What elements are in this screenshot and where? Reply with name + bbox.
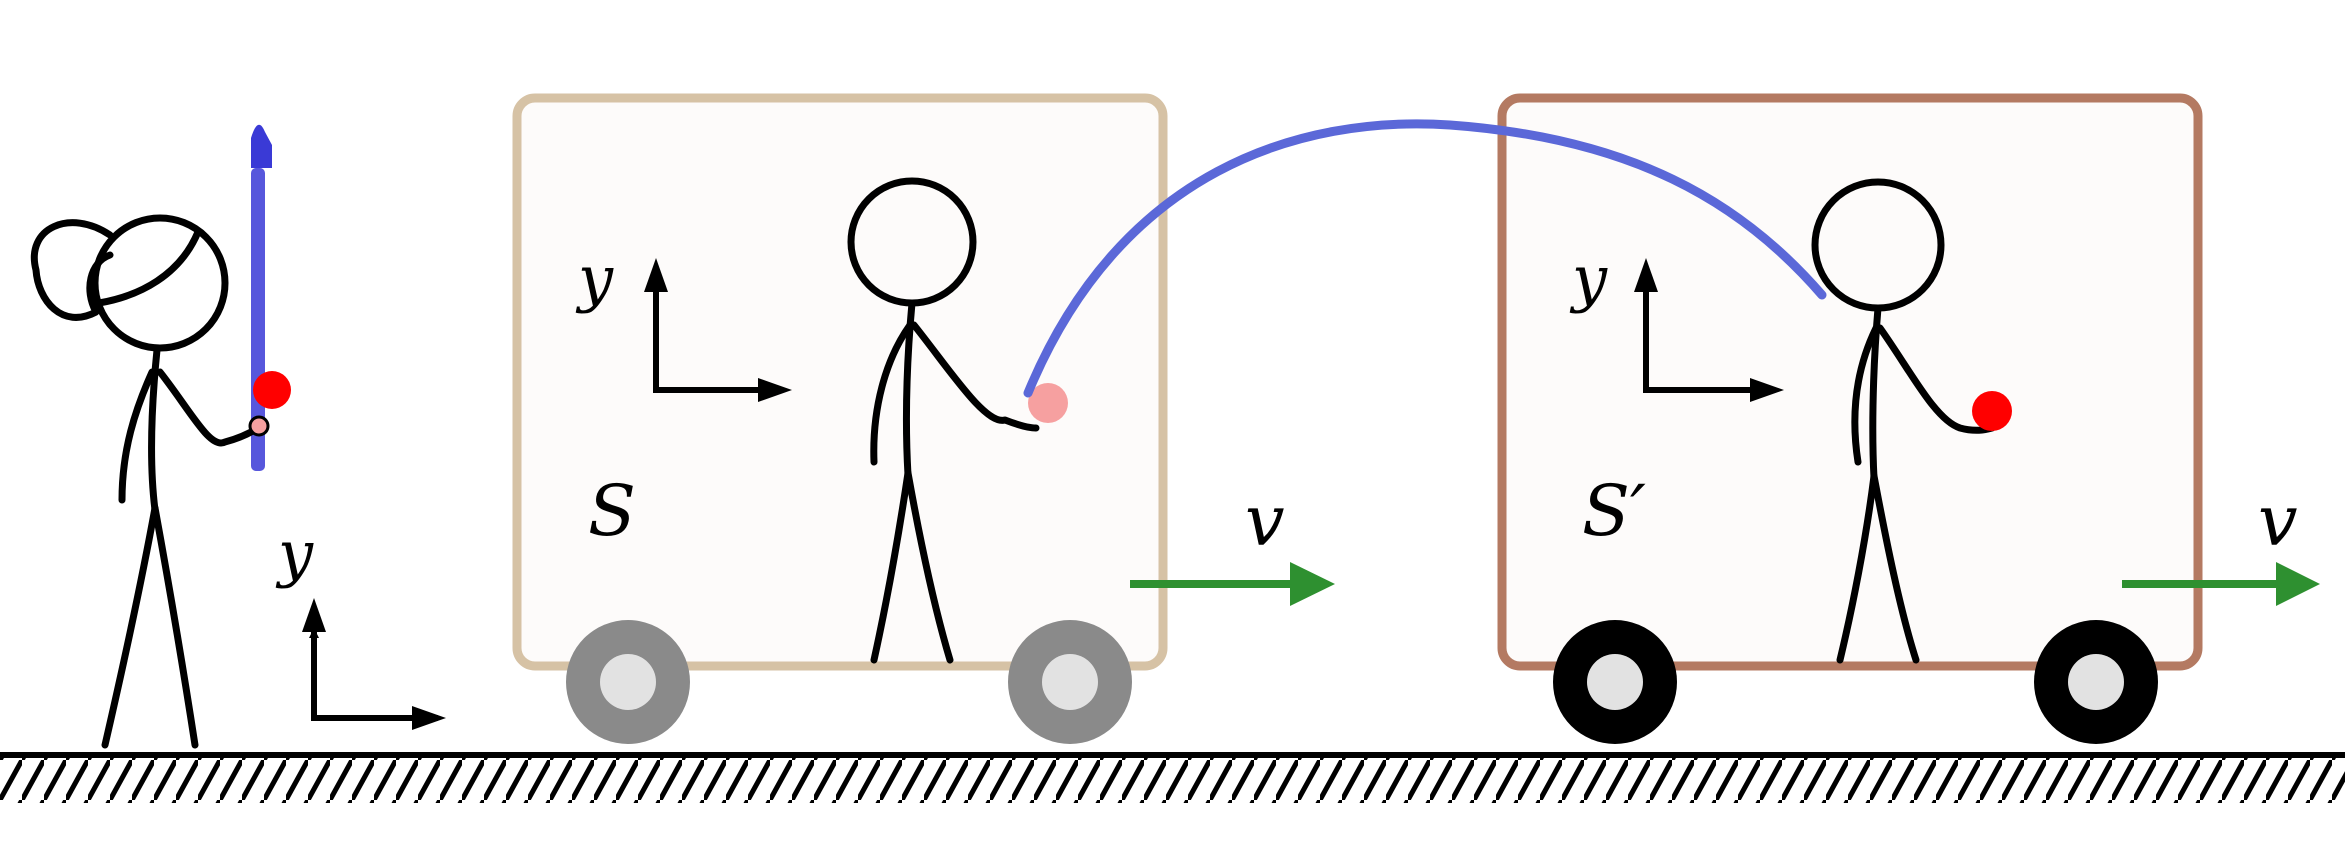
- cart-s-prime-y-arrowhead: [1634, 258, 1658, 292]
- ground-axes: y: [275, 517, 446, 730]
- cart-s-prime: y S′: [1497, 93, 2203, 744]
- cart-s-prime-y-label: y: [1569, 242, 1608, 315]
- cart-s-person-leg-left: [870, 469, 912, 664]
- vertical-path-top: [251, 124, 272, 168]
- cart-s-wheel-left-hub: [600, 654, 656, 710]
- cart-s-prime-person-arm-right: [1876, 324, 1996, 434]
- observer-leg-left: [101, 504, 159, 749]
- cart-s-body: [512, 93, 1168, 671]
- observer-arm-right: [156, 368, 262, 447]
- cart-s-prime-x-arrowhead: [1750, 378, 1784, 402]
- ground-x-arrowhead: [412, 706, 446, 730]
- ground-y-arrowhead: [302, 598, 326, 632]
- velocity-arrow-s-head: [1290, 562, 1335, 606]
- observer-head: [91, 214, 229, 352]
- cart-s-prime-person-arm-left: [1851, 324, 1880, 466]
- frame-s-prime-label: S′: [1582, 470, 1646, 552]
- ground-hatching: [0, 757, 2345, 803]
- frame-s-label: S: [588, 470, 636, 552]
- cart-s-wheel-right-hub: [1042, 654, 1098, 710]
- ground-observer: y: [30, 124, 446, 749]
- cart-s: y S: [512, 93, 1168, 744]
- velocity-s-prime-label: v: [2258, 480, 2298, 562]
- cart-s-person-arm-right: [910, 321, 1040, 432]
- ground-y-label: y: [275, 517, 314, 590]
- cart-s-person-arm-left: [870, 321, 914, 466]
- velocity-arrow-s: v: [1130, 480, 1335, 606]
- ball-caught: [1972, 391, 2012, 431]
- observer-hand: [248, 415, 270, 437]
- velocity-arrow-s-prime: v: [2122, 480, 2320, 606]
- observer-arm-left: [118, 368, 156, 504]
- cart-s-x-arrowhead: [758, 378, 792, 402]
- cart-s-prime-person-leg-left: [1836, 472, 1878, 664]
- observer-leg-right: [151, 504, 199, 749]
- cart-s-y-arrowhead: [644, 258, 668, 292]
- velocity-s-label: v: [1245, 480, 1285, 562]
- observer-hair: [95, 228, 202, 307]
- cart-s-prime-wheel-left-hub: [1587, 654, 1643, 710]
- ground: [0, 752, 2345, 803]
- ball-trajectory-arc: [1023, 119, 1827, 398]
- cart-s-y-label: y: [575, 242, 614, 315]
- cart-s-prime-body: [1497, 93, 2203, 671]
- ball-thrown-start: [1028, 383, 1068, 423]
- ponytail-icon: [30, 219, 114, 321]
- cart-s-person-leg-right: [904, 469, 954, 664]
- cart-s-prime-wheel-right-hub: [2068, 654, 2124, 710]
- cart-s-prime-person-leg-right: [1870, 472, 1920, 664]
- ball-ground-view: [253, 371, 291, 409]
- velocity-arrow-s-prime-head: [2276, 562, 2320, 606]
